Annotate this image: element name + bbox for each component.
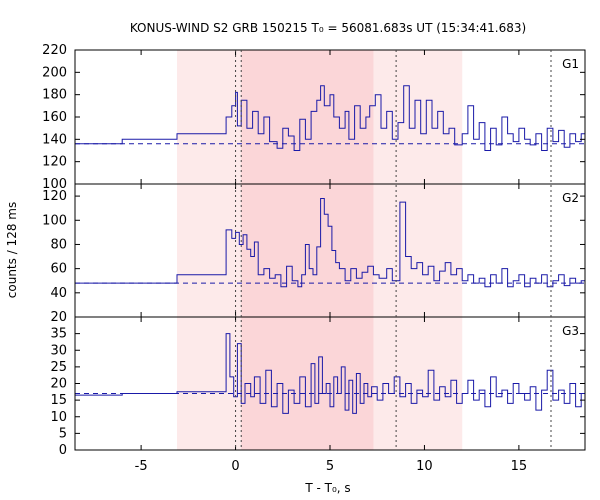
chart-title: KONUS-WIND S2 GRB 150215 T₀ = 56081.683s… xyxy=(130,21,526,35)
x-tick-label-10: 10 xyxy=(416,459,433,474)
series-line-G2 xyxy=(75,198,585,288)
x-tick-label-15: 15 xyxy=(511,459,528,474)
panel-label-G2: G2 xyxy=(562,191,579,205)
x-tick-label-5: 5 xyxy=(326,459,334,474)
y-tick-label-G1-140: 140 xyxy=(42,132,67,147)
x-axis-label: T - T₀, s xyxy=(304,481,350,495)
x-tick-label-0: 0 xyxy=(231,459,239,474)
y-tick-label-G1-100: 100 xyxy=(42,177,67,192)
y-tick-label-G3-15: 15 xyxy=(50,393,67,408)
panel-label-G1: G1 xyxy=(562,57,579,71)
y-tick-label-G2-20: 20 xyxy=(50,310,67,325)
series-line-G3 xyxy=(75,333,585,414)
y-tick-label-G3-35: 35 xyxy=(50,327,67,342)
panel-frame-G3 xyxy=(74,316,586,451)
y-axis-label: counts / 128 ms xyxy=(5,202,19,298)
y-tick-label-G1-120: 120 xyxy=(42,155,67,170)
y-tick-label-G3-25: 25 xyxy=(50,360,67,375)
y-tick-label-G1-200: 200 xyxy=(42,65,67,80)
x-tick-label--5: -5 xyxy=(135,459,148,474)
y-tick-label-G3-30: 30 xyxy=(50,343,67,358)
y-tick-label-G1-180: 180 xyxy=(42,88,67,103)
y-tick-label-G2-80: 80 xyxy=(50,237,67,252)
y-tick-label-G1-160: 160 xyxy=(42,110,67,125)
y-tick-label-G3-5: 5 xyxy=(59,426,67,441)
panel-label-G3: G3 xyxy=(562,324,579,338)
series-line-G1 xyxy=(75,85,585,151)
y-tick-label-G3-10: 10 xyxy=(50,410,67,425)
y-tick-label-G2-100: 100 xyxy=(42,213,67,228)
y-tick-label-G3-0: 0 xyxy=(59,443,67,458)
y-tick-label-G3-20: 20 xyxy=(50,377,67,392)
y-tick-label-G2-40: 40 xyxy=(50,286,67,301)
shaded-region-2 xyxy=(241,50,374,450)
y-tick-label-G2-60: 60 xyxy=(50,262,67,277)
y-tick-label-G1-220: 220 xyxy=(42,43,67,58)
y-tick-label-G2-120: 120 xyxy=(42,189,67,204)
